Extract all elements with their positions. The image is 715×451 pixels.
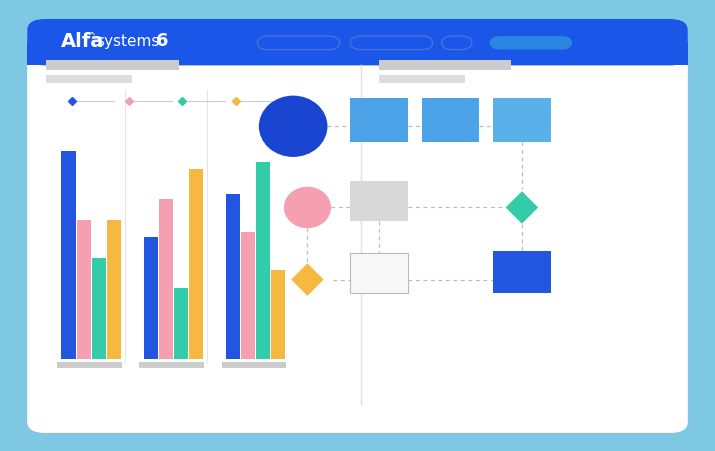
Bar [379, 60, 511, 70]
Bar [57, 362, 122, 368]
Text: 6: 6 [156, 32, 168, 51]
Ellipse shape [284, 187, 331, 228]
FancyBboxPatch shape [350, 36, 433, 50]
FancyBboxPatch shape [27, 19, 688, 65]
Bar [350, 98, 408, 142]
Polygon shape [291, 263, 324, 296]
Text: Alfa: Alfa [61, 32, 104, 51]
Text: systems: systems [96, 34, 159, 49]
Bar [27, 42, 688, 65]
Bar [189, 169, 203, 359]
FancyBboxPatch shape [490, 36, 572, 50]
Bar [350, 181, 408, 221]
Bar [46, 75, 132, 83]
Bar [226, 194, 240, 359]
Bar [92, 258, 106, 359]
Bar [159, 199, 173, 359]
Bar [144, 237, 158, 359]
Bar [256, 161, 270, 359]
Bar [174, 288, 188, 359]
Bar [379, 75, 465, 83]
Bar [422, 98, 479, 142]
Bar [77, 220, 91, 359]
Bar [46, 60, 179, 70]
Bar [493, 98, 551, 142]
Bar [271, 270, 285, 359]
Bar [350, 253, 408, 293]
FancyBboxPatch shape [257, 36, 340, 50]
Bar [493, 251, 551, 293]
Bar [107, 220, 121, 359]
Bar [241, 232, 255, 359]
Bar [139, 362, 204, 368]
Ellipse shape [259, 96, 327, 157]
FancyBboxPatch shape [442, 36, 472, 50]
Bar [61, 152, 76, 359]
Polygon shape [506, 191, 538, 224]
Text: ^: ^ [88, 32, 96, 41]
Bar [222, 362, 286, 368]
FancyBboxPatch shape [27, 19, 688, 433]
